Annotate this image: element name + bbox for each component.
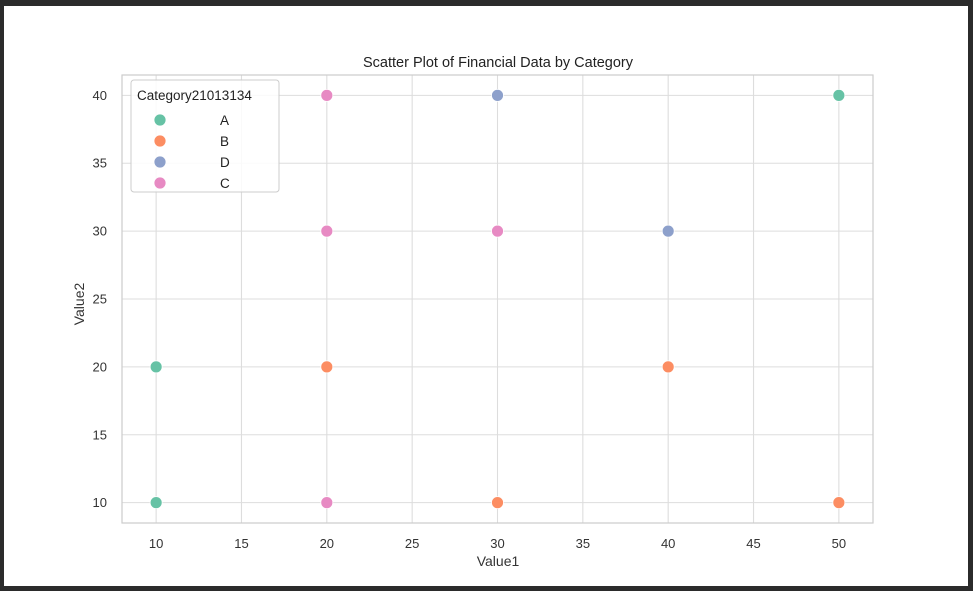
x-tick-label: 10 [149, 536, 163, 551]
chart-title: Scatter Plot of Financial Data by Catego… [363, 55, 634, 71]
plot-area-border [121, 74, 874, 524]
x-tick-label: 35 [576, 536, 590, 551]
x-tick-label: 45 [746, 536, 760, 551]
data-point-c [491, 224, 504, 238]
y-tick-label: 15 [93, 427, 107, 442]
data-point-b [832, 496, 846, 510]
data-points [149, 88, 846, 510]
legend-title: Category21013134 [137, 88, 252, 103]
legend-box [130, 79, 280, 193]
x-tick-label: 15 [234, 536, 248, 551]
y-tick-label: 40 [93, 88, 107, 103]
y-tick-label: 30 [93, 224, 107, 239]
x-tick-label: 25 [405, 536, 419, 551]
x-tick-label: 20 [320, 536, 334, 551]
figure-frame: 10 15 20 25 30 35 40 45 50 10 15 20 25 30 35 40 Scatter… [4, 6, 968, 586]
legend-marker-b [153, 134, 167, 148]
tick-labels: 10 15 20 25 30 35 40 45 50 10 15 20 25 30 35 40 [93, 88, 847, 551]
data-point-d [661, 224, 675, 238]
x-tick-label: 30 [490, 536, 504, 551]
legend-label-b: B [220, 134, 229, 149]
y-axis-label: Value2 [71, 283, 87, 326]
y-tick-label: 10 [93, 495, 107, 510]
data-point-a [149, 360, 163, 374]
data-point-b [491, 496, 504, 510]
legend-label-c: C [220, 176, 230, 191]
legend-marker-d [153, 155, 167, 169]
data-point-c [320, 224, 334, 238]
legend-marker-c [153, 176, 167, 190]
scatter-chart: 10 15 20 25 30 35 40 45 50 10 15 20 25 30 35 40 Scatter… [71, 55, 874, 569]
data-point-c [320, 496, 334, 510]
y-tick-label: 35 [93, 156, 107, 171]
data-point-c [320, 88, 334, 102]
legend-marker-a [153, 113, 167, 127]
x-tick-label: 40 [661, 536, 675, 551]
x-axis-label: Value1 [477, 553, 520, 569]
legend-label-d: D [220, 155, 230, 170]
y-tick-label: 20 [93, 359, 107, 374]
data-point-b [320, 360, 334, 374]
data-point-a [832, 88, 846, 102]
data-point-d [491, 88, 504, 102]
x-tick-label: 50 [832, 536, 846, 551]
data-point-a [149, 496, 163, 510]
legend-label-a: A [220, 113, 229, 128]
y-tick-label: 25 [93, 292, 107, 307]
data-point-b [661, 360, 675, 374]
